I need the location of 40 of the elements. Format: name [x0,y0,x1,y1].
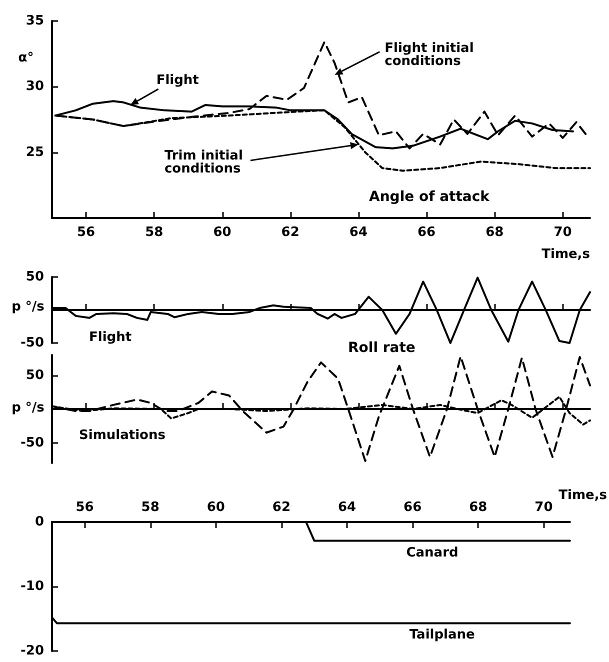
x-tick-label: 64 [349,225,368,240]
x-tick-label: 56 [76,500,94,515]
x-tick-label: 58 [145,225,164,240]
x-tick-label: 68 [469,500,488,515]
y-tick-label: 35 [26,14,44,28]
y-tick-label: -10 [20,579,44,594]
x-axis-title: Time,s [542,247,590,262]
annotation: Flight [89,330,132,345]
annotation: Trim initial conditions [164,148,248,176]
y-tick-label: 25 [26,144,44,160]
text: Roll rate [348,340,416,356]
text: Angle of attack [369,189,490,205]
annotation: Flight initial conditions [384,40,478,69]
x-tick-label: 70 [554,225,572,240]
annotation: Flight [156,73,199,88]
x-tick-label: 66 [418,225,436,240]
y-tick-label: 30 [26,79,44,94]
annotation: Canard [406,546,458,561]
x-tick-label: 60 [213,225,232,240]
x-tick-label: 62 [281,225,300,240]
y-axis-title: p °/s [12,300,45,314]
annotation: Simulations [79,428,166,443]
y-tick-label: -50 [20,435,44,450]
x-tick-label: 66 [404,500,422,515]
y-axis-title: α° [18,50,34,66]
x-tick-label: 62 [272,500,291,515]
x-tick-label: 70 [534,500,553,515]
x-tick-label: 64 [338,500,356,515]
y-tick-label: 50 [26,368,44,383]
y-tick-label: -50 [20,336,44,350]
x-tick-label: 56 [77,225,96,240]
x-tick-label: 58 [141,500,160,515]
y-tick-label: 0 [34,514,44,530]
y-axis-title: p °/s [12,400,45,416]
x-tick-label: 68 [486,225,504,240]
y-tick-label: 50 [26,270,44,284]
x-axis-title: Time,s [558,488,608,503]
annotation: Tailplane [409,627,476,642]
y-tick-label: -20 [20,644,44,658]
x-tick-label: 60 [206,500,225,515]
